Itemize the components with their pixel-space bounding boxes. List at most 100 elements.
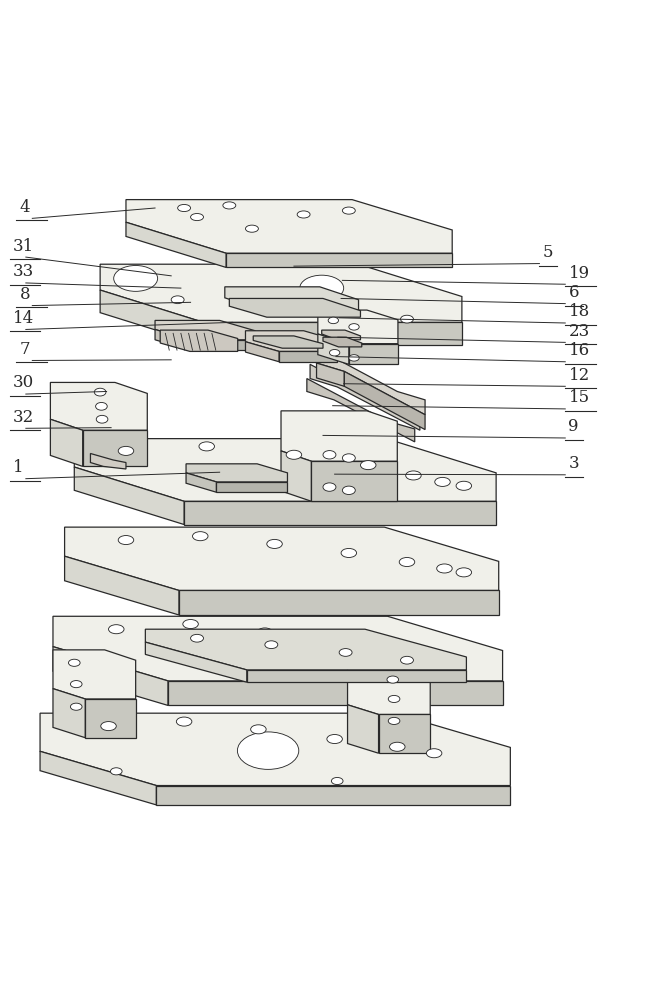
Text: 23: 23 (568, 323, 590, 340)
Ellipse shape (323, 483, 336, 491)
Polygon shape (323, 337, 362, 347)
Polygon shape (245, 342, 279, 362)
Polygon shape (53, 650, 136, 699)
Ellipse shape (96, 415, 108, 423)
Ellipse shape (426, 749, 442, 758)
Ellipse shape (70, 681, 82, 688)
Polygon shape (186, 473, 216, 492)
Ellipse shape (257, 628, 273, 637)
Text: 31: 31 (13, 238, 34, 255)
Ellipse shape (331, 638, 347, 647)
Text: 6: 6 (568, 284, 579, 301)
Polygon shape (184, 501, 496, 525)
Ellipse shape (110, 768, 122, 775)
Ellipse shape (245, 225, 258, 232)
Text: 7: 7 (19, 341, 30, 358)
Polygon shape (145, 629, 466, 670)
Text: 30: 30 (13, 374, 34, 391)
Ellipse shape (339, 649, 352, 656)
Ellipse shape (328, 317, 339, 324)
Polygon shape (50, 382, 147, 430)
Ellipse shape (238, 732, 298, 769)
Polygon shape (318, 334, 349, 364)
Ellipse shape (342, 486, 355, 495)
Polygon shape (74, 439, 496, 501)
Polygon shape (216, 482, 287, 492)
Text: 15: 15 (568, 389, 590, 406)
Ellipse shape (118, 446, 134, 455)
Polygon shape (281, 451, 311, 501)
Polygon shape (156, 786, 510, 805)
Polygon shape (65, 556, 179, 615)
Polygon shape (311, 461, 397, 501)
Text: 3: 3 (568, 455, 579, 472)
Polygon shape (344, 371, 425, 430)
Text: 1: 1 (13, 459, 23, 476)
Polygon shape (40, 713, 510, 786)
Ellipse shape (183, 620, 198, 629)
Ellipse shape (349, 324, 359, 330)
Polygon shape (307, 379, 415, 442)
Ellipse shape (286, 450, 302, 459)
Polygon shape (85, 699, 136, 738)
Polygon shape (226, 253, 452, 267)
Ellipse shape (297, 211, 310, 218)
Text: 5: 5 (543, 244, 553, 261)
Polygon shape (379, 714, 430, 753)
Polygon shape (349, 344, 398, 364)
Polygon shape (53, 647, 168, 705)
Ellipse shape (70, 703, 82, 710)
Text: 9: 9 (568, 418, 579, 435)
Ellipse shape (360, 461, 376, 470)
Polygon shape (100, 264, 462, 322)
Polygon shape (225, 287, 359, 311)
Text: 18: 18 (568, 303, 590, 320)
Polygon shape (50, 419, 83, 466)
Polygon shape (317, 363, 344, 386)
Ellipse shape (323, 451, 336, 459)
Polygon shape (168, 681, 503, 705)
Polygon shape (160, 330, 238, 351)
Polygon shape (191, 340, 255, 350)
Ellipse shape (114, 266, 158, 291)
Polygon shape (318, 310, 398, 344)
Ellipse shape (327, 734, 342, 744)
Polygon shape (247, 670, 466, 682)
Polygon shape (186, 464, 287, 482)
Ellipse shape (349, 355, 359, 361)
Ellipse shape (401, 656, 413, 664)
Ellipse shape (101, 722, 116, 731)
Ellipse shape (300, 275, 344, 301)
Polygon shape (155, 320, 255, 340)
Text: 8: 8 (19, 286, 30, 303)
Polygon shape (126, 222, 226, 267)
Polygon shape (229, 298, 360, 317)
Polygon shape (145, 642, 247, 682)
Ellipse shape (393, 647, 408, 656)
Ellipse shape (399, 557, 415, 567)
Polygon shape (317, 348, 425, 415)
Polygon shape (53, 689, 85, 738)
Ellipse shape (223, 202, 236, 209)
Ellipse shape (176, 717, 192, 726)
Ellipse shape (388, 695, 400, 703)
Polygon shape (279, 351, 337, 362)
Ellipse shape (193, 532, 208, 541)
Ellipse shape (96, 402, 107, 410)
Polygon shape (83, 430, 147, 466)
Ellipse shape (199, 442, 214, 451)
Text: 4: 4 (19, 199, 30, 216)
Ellipse shape (191, 213, 203, 221)
Ellipse shape (94, 388, 106, 396)
Text: 12: 12 (568, 367, 590, 384)
Ellipse shape (401, 315, 413, 323)
Ellipse shape (437, 564, 452, 573)
Ellipse shape (342, 454, 355, 462)
Polygon shape (203, 322, 462, 345)
Ellipse shape (109, 625, 124, 634)
Text: 19: 19 (568, 265, 590, 282)
Ellipse shape (68, 659, 80, 666)
Polygon shape (179, 590, 499, 615)
Text: 32: 32 (13, 409, 34, 426)
Text: 16: 16 (568, 342, 590, 359)
